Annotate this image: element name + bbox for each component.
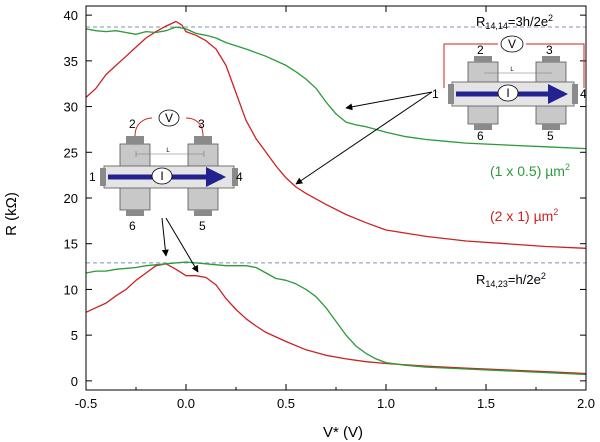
inset-right-length: L [510,67,514,73]
pointer-arrows [161,91,433,273]
inset-left-terminal-6: 6 [129,219,136,233]
inset-left-terminal-4: 4 [236,170,243,184]
inset-right-terminal-4: 4 [580,87,587,101]
ref-label-bottom: R14,23=h/2e2 [476,271,546,289]
y-tick-label: 15 [64,237,78,252]
device-inset-right: L V I 1 2 3 4 5 6 [432,35,587,143]
x-tick-label: -0.5 [75,396,97,411]
inset-left-terminal-5: 5 [199,219,206,233]
y-tick-label: 5 [71,328,78,343]
x-tick-label: 0.5 [277,396,295,411]
x-tick-label: 1.5 [477,396,495,411]
inset-left-terminal-2: 2 [129,117,136,131]
inset-right-voltage: V [508,37,516,51]
arrow-left-to-green [165,217,199,273]
arrow-right-to-red [295,91,433,185]
inset-right-terminal-1: 1 [432,87,439,101]
series-line-2 [85,26,587,150]
inset-left-terminal-3: 3 [198,117,205,131]
inset-left-voltage: V [165,111,173,125]
device-inset-left: L V I 1 2 3 4 5 6 [89,109,243,233]
inset-left-current: I [160,169,163,183]
y-axis-label: R (kΩ) [3,192,20,236]
reference-lines [86,26,586,264]
plot-frame [85,5,587,391]
y-tick-label: 40 [64,8,78,23]
inset-right-terminal-3: 3 [546,43,553,57]
x-axis-label: V* (V) [323,424,363,441]
inset-right-terminal-5: 5 [547,129,554,143]
x-tick-label: 2.0 [577,396,595,411]
arrow-left-to-red [161,217,169,257]
y-tick-label: 0 [71,374,78,389]
inset-right-terminal-6: 6 [477,129,484,143]
inset-right-terminal-2: 2 [477,43,484,57]
inset-right-current: I [506,86,509,100]
ref-label-top: R14,14=3h/2e2 [476,13,553,31]
series-label-green: (1 x 0.5) µm2 [490,162,570,179]
y-tick-label: 35 [64,54,78,69]
x-tick-label: 1.0 [377,396,395,411]
y-tick-label: 10 [64,282,78,297]
series-layer [85,20,587,376]
y-tick-label: 25 [64,145,78,160]
series-label-red: (2 x 1) µm2 [490,207,558,224]
series-line-4 [85,261,587,376]
series-line-1 [85,20,587,249]
y-tick-label: 20 [64,191,78,206]
inset-left-terminal-1: 1 [89,170,96,184]
inset-left-length: L [166,148,170,154]
arrow-right-to-green [345,91,433,111]
y-tick-label: 30 [64,100,78,115]
x-tick-label: 0.0 [177,396,195,411]
